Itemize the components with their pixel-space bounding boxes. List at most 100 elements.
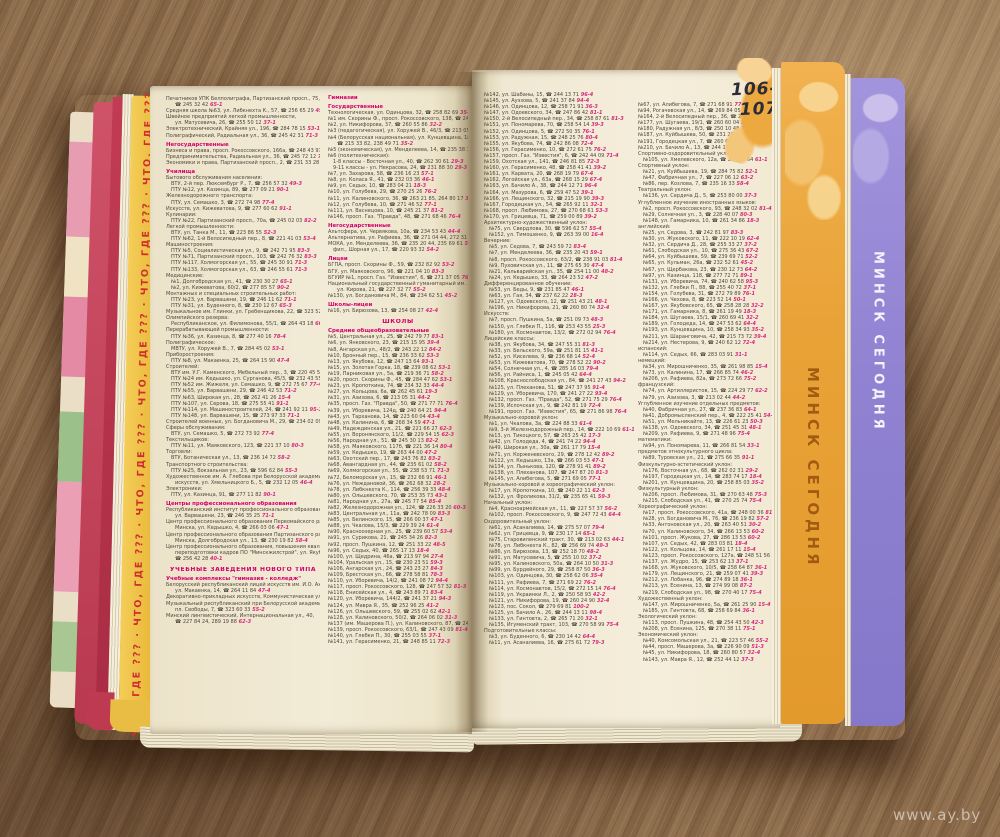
map-page-reference: 80-3 xyxy=(289,443,304,450)
map-page-reference: 35-2 xyxy=(749,327,765,334)
directory-line: Легкой промышленности: xyxy=(166,224,320,230)
directory-line: №12, ул. Голубева, 10, ☎ 271 46 52 77-1 xyxy=(328,202,468,208)
directory-line-text: №125, ул. Бачило А., 26, ☎ 244 13 11 xyxy=(489,609,588,616)
right-page-column-2: №67, ул. Алибегова, 7, ☎ 271 68 91 77-1 №… xyxy=(638,102,776,663)
directory-line-text: №65, ул. Кульман, 26а, ☎ 232 52 61 xyxy=(643,260,739,267)
directory-line-text: №219, Слободская ул., 98, ☎ 270 40 17 xyxy=(643,589,748,596)
directory-line-text: №64, ул. Куйбышева, 59, ☎ 239 69 71 xyxy=(643,254,744,261)
directory-line-text: Республиканский институт профессионально… xyxy=(166,507,320,514)
directory-line: №106, Ангарская ул., 24, ☎ 243 23 27 84-… xyxy=(328,566,468,572)
directory-line: ПТУ №31, ул. Буденного, 8, ☎ 230 12 67 6… xyxy=(166,303,320,309)
directory-line-text: Альтсфера, ул. Червякова, 10а, ☎ 234 53 … xyxy=(328,228,447,235)
directory-line-text: №139, просп. Рокоссовского, 63/1, ☎ 247 … xyxy=(328,626,454,633)
directory-line-text: Альтернатива, ул. Рафиева, 36, ☎ 271 04 … xyxy=(328,235,468,242)
directory-line-text: №19, Парниковая ул., 5а, ☎ 219 36 71 xyxy=(328,370,430,377)
directory-line: №156, ул. Герасименко, 10, ☎ 272 61 75 7… xyxy=(484,147,634,153)
map-page-reference: 39-3 xyxy=(748,571,764,578)
directory-line: №90, Красноозерная ул., 25, ☎ 239 60 57 … xyxy=(328,529,468,535)
map-page-reference: 42-4 xyxy=(423,308,439,315)
map-page-reference: 62-3 xyxy=(439,431,454,438)
directory-line: №166, ул. Чехова, 8, ☎ 223 52 14 50-1 xyxy=(638,297,776,303)
directory-line-text: Легкой промышленности: xyxy=(166,223,235,230)
map-page-reference: 94-4 xyxy=(574,98,590,105)
directory-line: №196, ул. Никифорова, 21, ☎ 260 80 74 32… xyxy=(484,305,634,311)
directory-line-text: №148, ул. Гамарника, 10, ☎ 261 34 86 xyxy=(643,217,745,224)
directory-line: №34, ул. Мирошниченко, 35, ☎ 261 98 85 1… xyxy=(638,364,776,370)
directory-line: Художественное им. А. Глебова при Белору… xyxy=(166,474,320,480)
directory-line: №212, ул. Лобанка, 96, ☎ 274 89 18 36-1 xyxy=(638,577,776,583)
directory-line: переподготовки кадров ПО "Минскжилстрой"… xyxy=(166,550,320,556)
directory-line: №114, ул. Седых, 66, ☎ 283 03 91 31-1 xyxy=(638,352,776,358)
directory-line-text: №170, ул. Грицевца, 71, ☎ 259 00 89 xyxy=(484,213,583,220)
map-page-reference: 81-4 xyxy=(608,256,623,263)
directory-line: №7, ул. Захарова, 58, ☎ 236 16 23 57-1 xyxy=(328,171,468,177)
directory-line-text: №160, ул. Герасименко, 48, ☎ 258 41 41 xyxy=(484,165,592,172)
directory-line: №184, ул. Шугаева, 15/1, ☎ 260 69 41 32-… xyxy=(638,315,776,321)
map-page-reference: 83-3 xyxy=(728,229,744,236)
directory-line-text: Монтажных и специальных строительных раб… xyxy=(166,290,297,297)
directory-line: №168, ул. Жуковского, 10/5, ☎ 258 64 87 … xyxy=(638,565,776,571)
directory-line: №17, просп. Рокоссовского, 41а, ☎ 248 00… xyxy=(638,510,776,516)
directory-line-text: №30, ул. Жуковского, 11, ☎ 222 10 19 xyxy=(643,236,745,243)
directory-line-text: №76, ул. Неждановой, 36, ☎ 262 68 32 xyxy=(328,480,432,487)
directory-line: №24, ул. Кедышко, 33, ☎ 264 23 52 47-2 xyxy=(484,275,634,281)
directory-line-text: №58, ул. Маяковского, 117б, ☎ 221 36 14 xyxy=(328,444,439,451)
directory-line: №28, ул. Богдановича М., 76, ☎ 236 19 82… xyxy=(638,516,776,522)
directory-line: английский: xyxy=(638,224,776,230)
purple-ribbon-curl xyxy=(853,84,903,204)
directory-line: Минска, Долгобродская ул., 13, ☎ 230 19 … xyxy=(166,538,320,544)
map-page-reference: 82-2 xyxy=(302,217,317,224)
map-page-reference: 53-1 xyxy=(438,377,453,384)
directory-line: №43, ул. Тарханова, 14, ☎ 223 60 04 43-4 xyxy=(328,414,468,420)
directory-line: Экологический уклон: xyxy=(638,614,776,620)
directory-line: №2, просп. Рокоссовского, 93, ☎ 248 32 0… xyxy=(638,206,776,212)
map-page-reference: 91-1 xyxy=(274,400,289,407)
directory-line-text: №86, пер. Козлова, 7, ☎ 235 16 33 xyxy=(643,181,735,188)
directory-line: ул. Кирова, 21, ☎ 227 32 77 55-2 xyxy=(328,287,468,293)
directory-line: Лицеи xyxy=(328,256,468,262)
directory-line-text: №120, ул. Уборевича, 144/2, ☎ 241 37 21 xyxy=(328,596,437,603)
directory-line: №151, ул. Пономарева, 70, ☎ 258 54 14 39… xyxy=(484,122,634,128)
directory-line-text: №121, ул. Никифорова, 19, ☎ 260 24 90 xyxy=(489,597,596,604)
map-page-reference: 67-4 xyxy=(587,177,603,184)
orange-ribbon-curl xyxy=(785,70,841,220)
directory-line: Государственные xyxy=(328,104,468,110)
map-page-reference: 98-4 xyxy=(587,609,603,616)
directory-line: №143, ул. Мавра Я., 12, ☎ 252 44 12 37-3 xyxy=(638,657,776,663)
directory-line-text: №31, ул. Азизова, 6, ☎ 213 05 31 xyxy=(328,395,416,402)
directory-line-text: №113, просп. Пушкина, 48, ☎ 254 43 50 xyxy=(643,619,750,626)
directory-line-text: №17, ул. Кропоткина, 10, ☎ 240 22 11 xyxy=(489,488,591,495)
directory-line-text: №47, Фабричная ул., 7, ☎ 227 06 12 xyxy=(643,175,740,182)
map-page-reference: 95-3 xyxy=(743,278,759,285)
directory-line-text: Печатников УПК Белполиграфа, Партизански… xyxy=(166,96,320,102)
directory-line-text: №75, ул. Свердлова, 30, ☎ 596 62 57 xyxy=(489,226,588,233)
directory-line: Углубленное изучение иностранных языков: xyxy=(638,200,776,206)
directory-line-text: №73, ул. Калинина, 17, ☎ 266 85 74 xyxy=(643,370,739,377)
directory-line-text: Перерабатывающей промышленности: xyxy=(166,327,270,334)
directory-line: №61, ул. Асаналиева, 14, ☎ 275 57 07 79-… xyxy=(484,525,634,531)
directory-line: №40, Фабричная ул., 27, ☎ 237 36 83 64-1 xyxy=(638,407,776,413)
directory-line: №39, ул. Уборевича, 124д, ☎ 240 64 21 94… xyxy=(328,408,468,414)
directory-line-text: №130, ул. Богдановича М., 84, ☎ 234 62 5… xyxy=(328,292,443,299)
directory-line-text: Центр профессионального образования, пов… xyxy=(166,543,320,550)
map-page-reference: 55-4 xyxy=(587,226,602,233)
directory-line: ПТУ №63, Широкая ул., 28, ☎ 262 41 26 15… xyxy=(166,395,320,401)
directory-line: №152, ул. Тимошенко, 9, ☎ 263 39 00 16-4 xyxy=(484,232,634,238)
directory-line-text: №9, 3-й Железнодорожный пер., 14, ☎ 222 … xyxy=(489,427,621,434)
directory-line: №82, Железнодорожная ул., 124, ☎ 226 33 … xyxy=(328,505,468,511)
map-page-reference: 46-1 xyxy=(569,287,585,293)
directory-line-text: №146, просп. Газ. "Правда", 48, ☎ 271 68… xyxy=(328,213,447,220)
directory-line-text: Хореографический уклон: xyxy=(638,504,708,511)
directory-line-text: №147, ул. Мирошниченко, 5а, ☎ 261 25 90 xyxy=(643,601,757,608)
map-page-reference: 15-4 xyxy=(586,445,601,452)
directory-line-text: №44, просп. Машерова, 3а, ☎ 226 90 09 xyxy=(643,644,750,651)
directory-line: ПТУ №52 им. Жижеля, ул. Семашко, 9, ☎ 27… xyxy=(166,382,320,388)
directory-line-text: №159, Охотская ул., 141, ☎ 246 81 85 xyxy=(484,159,586,166)
map-page-reference: 71-4 xyxy=(604,152,619,159)
directory-line: №109, Брестская ул., 66, ☎ 278 58 81 78-… xyxy=(328,572,468,578)
directory-line-text: БГУ, ул. Маяковского, 96, ☎ 221 04 10 xyxy=(328,268,430,275)
directory-line: Музыкальный республиканский при Белорусс… xyxy=(166,601,320,607)
directory-line: №13, ул. Тикоцкого, 57, ☎ 263 25 42 17-3 xyxy=(484,433,634,439)
directory-line: ПТУ №22, Партизанский просп., 70а, ☎ 245… xyxy=(166,218,320,224)
map-page-reference: 36-1 xyxy=(738,577,753,584)
